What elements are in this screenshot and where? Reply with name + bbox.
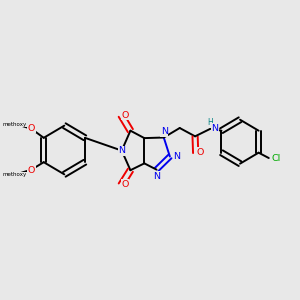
Text: O: O	[122, 180, 129, 189]
Text: O: O	[122, 111, 129, 120]
Text: methoxy: methoxy	[3, 172, 27, 177]
Text: N: N	[118, 146, 125, 155]
Text: O: O	[28, 124, 35, 133]
Text: O: O	[28, 166, 35, 175]
Text: N: N	[154, 172, 160, 181]
Text: Cl: Cl	[271, 154, 280, 163]
Text: H: H	[207, 118, 213, 127]
Text: N: N	[161, 127, 168, 136]
Text: N: N	[211, 124, 218, 133]
Text: methoxy: methoxy	[3, 122, 27, 127]
Text: O: O	[196, 148, 204, 157]
Text: N: N	[174, 152, 181, 161]
